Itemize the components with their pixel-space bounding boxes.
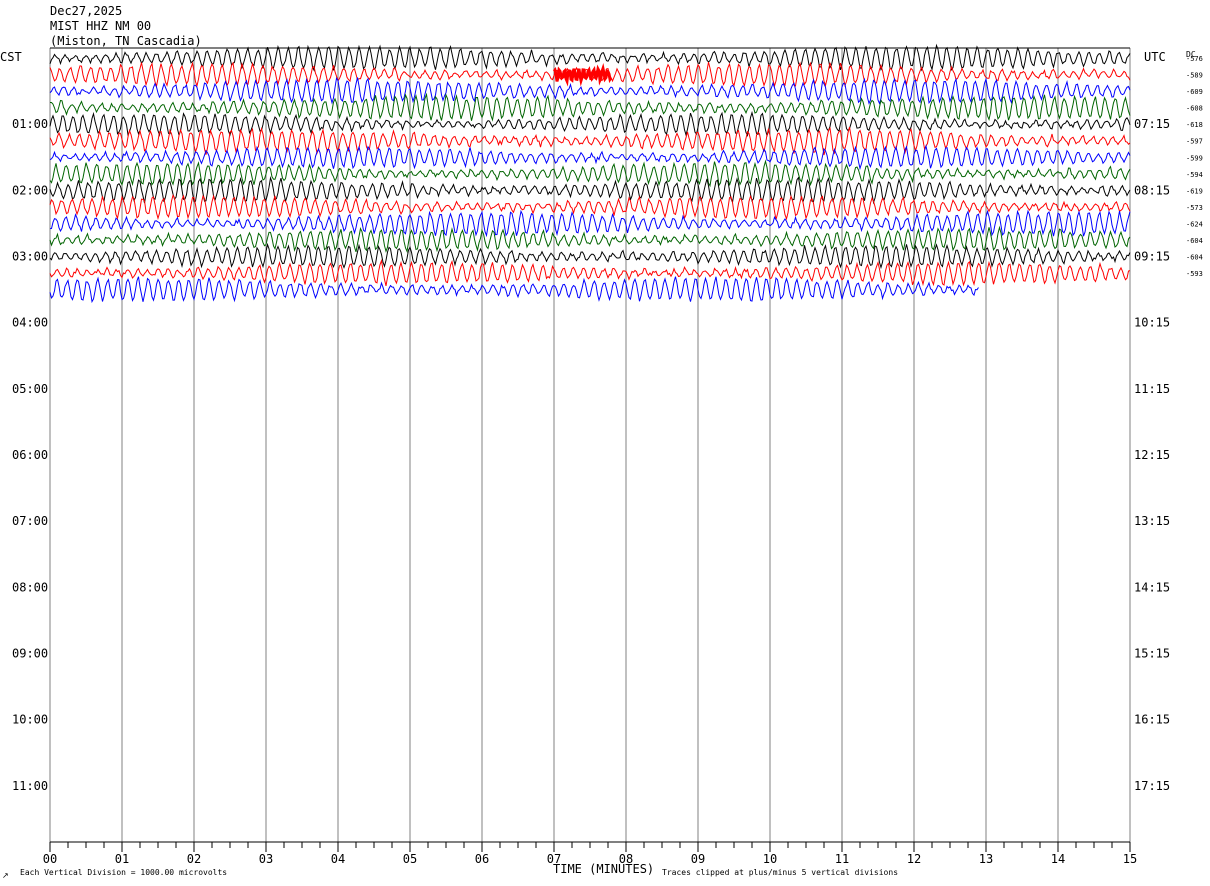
trace-row (49, 258, 1131, 287)
left-hour-label: 11:00 (12, 779, 48, 793)
left-hour-label: 03:00 (12, 250, 48, 264)
x-tick-label: 11 (835, 852, 849, 866)
left-hour-label: 10:00 (12, 713, 48, 727)
trace-row (50, 92, 1131, 122)
left-hour-label: 05:00 (12, 382, 48, 396)
x-tick-label: 15 (1123, 852, 1137, 866)
left-hour-label: 01:00 (12, 117, 48, 131)
dc-offset-label: -576 (1186, 55, 1203, 63)
right-hour-label: 07:15 (1134, 117, 1170, 131)
right-hour-label: 13:15 (1134, 514, 1170, 528)
trace-row (49, 126, 1131, 156)
footer-left: Each Vertical Division = 1000.00 microvo… (20, 868, 227, 877)
dc-offset-label: -594 (1186, 171, 1203, 179)
right-hour-label: 12:15 (1134, 448, 1170, 462)
trace-row (49, 276, 979, 304)
trace-row (49, 144, 1131, 171)
dc-offset-label: -599 (1186, 154, 1203, 162)
x-tick-label: 03 (259, 852, 273, 866)
dc-offset-label: -609 (1186, 88, 1203, 96)
trace-row (49, 43, 1131, 72)
x-tick-label: 04 (331, 852, 345, 866)
right-hour-label: 17:15 (1134, 779, 1170, 793)
dc-offset-label: -604 (1186, 237, 1203, 245)
dc-offset-label: -604 (1186, 254, 1203, 262)
trace-row (49, 242, 1131, 270)
left-hour-label: 02:00 (12, 183, 48, 197)
left-hour-label: 09:00 (12, 647, 48, 661)
left-hour-label: 06:00 (12, 448, 48, 462)
left-timezone: CST (0, 50, 22, 64)
x-tick-label: 00 (43, 852, 57, 866)
header-date: Dec27,2025 (50, 4, 122, 18)
seismic-traces (49, 43, 1131, 304)
x-axis-title: TIME (MINUTES) (553, 862, 654, 876)
x-tick-label: 12 (907, 852, 921, 866)
x-tick-label: 06 (475, 852, 489, 866)
grid-lines (49, 48, 1131, 842)
labels: 00 01 02 03 04 05 06 07 08 09 10 11 12 13 14 15 01:00 02:… (12, 55, 1203, 866)
trace-row (49, 209, 1131, 238)
trace-row (49, 159, 1131, 188)
trace-row (49, 225, 1131, 254)
x-tick-label: 09 (691, 852, 705, 866)
dc-offset-label: -593 (1186, 270, 1203, 278)
x-tick-label: 13 (979, 852, 993, 866)
event-burst (552, 63, 613, 87)
right-hour-label: 11:15 (1134, 382, 1170, 396)
right-hour-label: 10:15 (1134, 316, 1170, 330)
x-tick-label: 07 (547, 852, 561, 866)
right-hour-label: 15:15 (1134, 647, 1170, 661)
dc-offset-label: -618 (1186, 121, 1203, 129)
left-hour-label: 04:00 (12, 316, 48, 330)
trace-row (49, 194, 1131, 221)
x-tick-label: 01 (115, 852, 129, 866)
right-hour-label: 08:15 (1134, 183, 1170, 197)
dc-offset-label: -619 (1186, 187, 1203, 195)
dc-offset-label: -573 (1186, 204, 1203, 212)
dc-offset-label: -608 (1186, 105, 1203, 113)
x-tick-label: 08 (619, 852, 633, 866)
left-hour-label: 07:00 (12, 514, 48, 528)
footer-right: Traces clipped at plus/minus 5 vertical … (662, 868, 898, 877)
x-tick-label: 10 (763, 852, 777, 866)
x-tick-label: 05 (403, 852, 417, 866)
dc-label: DC (1186, 50, 1196, 59)
right-hour-label: 14:15 (1134, 580, 1170, 594)
trace-row (49, 176, 1131, 205)
left-hour-label: 08:00 (12, 580, 48, 594)
right-hour-label: 16:15 (1134, 713, 1170, 727)
right-hour-label: 09:15 (1134, 250, 1170, 264)
header-station: MIST HHZ NM 00 (50, 19, 151, 33)
dc-offset-label: -597 (1186, 138, 1203, 146)
dc-offset-label: -624 (1186, 220, 1203, 228)
dc-offset-label: -589 (1186, 72, 1203, 80)
right-timezone: UTC (1144, 50, 1166, 64)
header-location: (Miston, TN Cascadia) (50, 34, 202, 48)
axes (49, 47, 1131, 852)
corner-arrow-icon: ↗ (2, 871, 9, 880)
trace-row (49, 76, 1131, 105)
x-tick-label: 02 (187, 852, 201, 866)
x-tick-label: 14 (1051, 852, 1065, 866)
